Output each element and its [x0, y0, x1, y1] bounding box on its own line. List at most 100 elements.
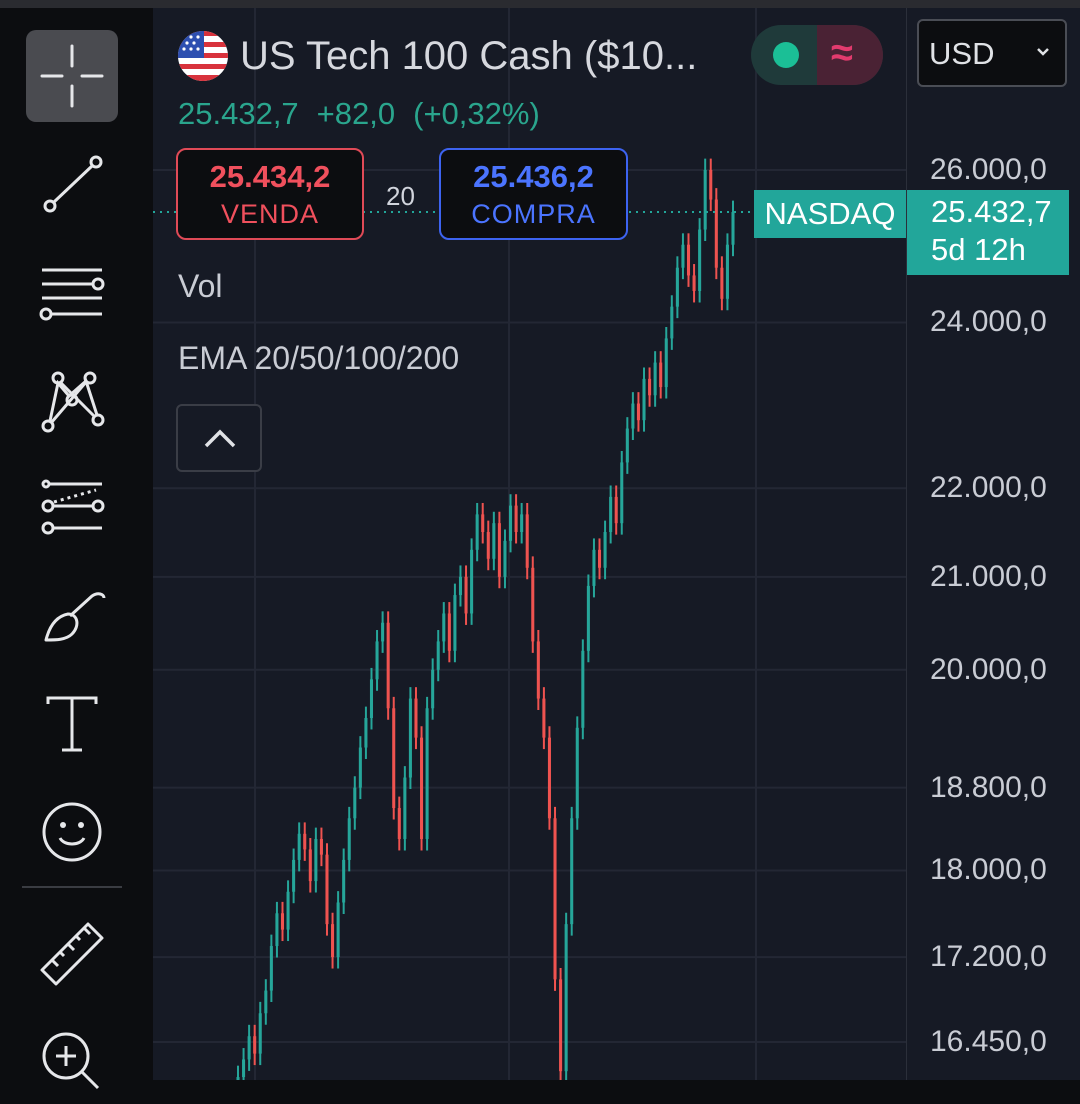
candle	[458, 565, 463, 607]
fib-retracement-tool-button[interactable]	[26, 246, 118, 338]
market-open-dot-icon	[773, 42, 799, 68]
chart-grid	[153, 8, 906, 1080]
candle	[242, 1048, 246, 1080]
candle	[559, 967, 563, 1080]
candle-body	[331, 924, 335, 958]
candle	[447, 602, 451, 663]
candle	[331, 912, 335, 969]
candle-body	[664, 338, 668, 388]
candle-body	[242, 1059, 246, 1078]
candle	[481, 502, 485, 544]
candle-body	[720, 267, 724, 299]
candle-body	[636, 403, 640, 421]
candle	[731, 200, 735, 257]
pattern-icon	[41, 371, 105, 433]
crosshair-tool-button[interactable]	[26, 30, 118, 122]
brush-tool-button[interactable]	[26, 570, 118, 662]
symbol-title[interactable]: US Tech 100 Cash ($10...	[240, 33, 698, 78]
candle	[297, 822, 301, 872]
candle	[497, 511, 501, 589]
price-tick-label: 21.000,0	[930, 559, 1047, 593]
candle	[603, 520, 607, 580]
candle-body	[470, 549, 474, 614]
candle	[520, 502, 524, 544]
candle	[575, 716, 579, 830]
candle-body	[514, 505, 518, 533]
candle	[280, 901, 285, 942]
candle	[536, 630, 540, 711]
candle	[592, 538, 596, 598]
candle	[358, 736, 362, 800]
sell-button[interactable]: 25.434,2 VENDA	[176, 148, 364, 240]
buy-price: 25.436,2	[473, 159, 594, 194]
candle	[547, 726, 551, 830]
candle	[553, 806, 557, 991]
candle	[581, 639, 585, 740]
market-status-toggle[interactable]: ≈	[751, 25, 883, 85]
collapse-studies-button[interactable]	[176, 404, 262, 472]
candle	[425, 696, 429, 851]
candle	[397, 796, 401, 851]
candle	[364, 706, 368, 759]
currency-select[interactable]: USD	[917, 19, 1067, 87]
candle-body	[481, 514, 485, 533]
volume-study-label[interactable]: Vol	[178, 268, 223, 304]
candle	[369, 667, 374, 730]
candle-body	[358, 747, 362, 788]
pattern-tool-button[interactable]	[26, 354, 118, 446]
candle-body	[247, 1036, 251, 1060]
candle-body	[531, 567, 535, 642]
candle-body	[597, 549, 602, 568]
ema-study-label[interactable]: EMA 20/50/100/200	[178, 340, 460, 376]
chevron-down-icon	[1037, 48, 1049, 56]
candle	[253, 1024, 257, 1066]
candle	[475, 502, 479, 562]
candle	[625, 417, 629, 474]
candle-body	[319, 838, 323, 855]
candle	[709, 158, 713, 211]
candle-body	[347, 818, 351, 860]
candle-body	[520, 514, 524, 533]
candle-body	[675, 267, 679, 307]
zoom-in-tool-button[interactable]	[26, 1012, 118, 1104]
candle-body	[425, 708, 429, 839]
buy-button[interactable]: 25.436,2 COMPRA	[439, 148, 628, 240]
candle	[342, 848, 346, 914]
candle-body	[575, 727, 579, 819]
symbol-header[interactable]: US Tech 100 Cash ($10...	[178, 30, 697, 82]
candle-body	[314, 838, 318, 882]
text-tool-button[interactable]	[26, 678, 118, 770]
trend-line-icon	[43, 155, 103, 213]
candle	[609, 485, 613, 544]
candle-body	[681, 244, 685, 268]
candle	[392, 696, 396, 820]
spread-value: 20	[386, 181, 415, 211]
candle	[653, 351, 657, 407]
candle	[692, 264, 696, 303]
top-strip	[0, 0, 1080, 8]
candle	[508, 494, 513, 553]
candle	[269, 934, 273, 1003]
candle	[725, 233, 729, 311]
ruler-tool-button[interactable]	[26, 908, 118, 1000]
candle	[275, 901, 279, 958]
zoom-in-icon	[42, 1032, 100, 1090]
price-summary: 25.432,7 +82,0 (+0,32%)	[178, 96, 558, 132]
candle-body	[570, 818, 574, 925]
candle-body	[586, 585, 590, 651]
candle-body	[258, 1013, 262, 1054]
candle	[442, 602, 446, 653]
price-axis[interactable]	[906, 8, 1080, 1080]
candle-body	[714, 199, 718, 268]
candle	[698, 218, 702, 303]
candle	[464, 565, 468, 625]
candle	[408, 687, 412, 789]
emoji-tool-button[interactable]	[26, 786, 118, 878]
candle-body	[642, 378, 646, 421]
prediction-tool-button[interactable]	[26, 462, 118, 554]
trend-line-tool-button[interactable]	[26, 138, 118, 230]
market-toggle-right	[817, 25, 883, 85]
candlestick-chart[interactable]	[153, 8, 906, 1080]
candle-body	[431, 669, 435, 709]
drawing-toolbar	[0, 8, 143, 1090]
